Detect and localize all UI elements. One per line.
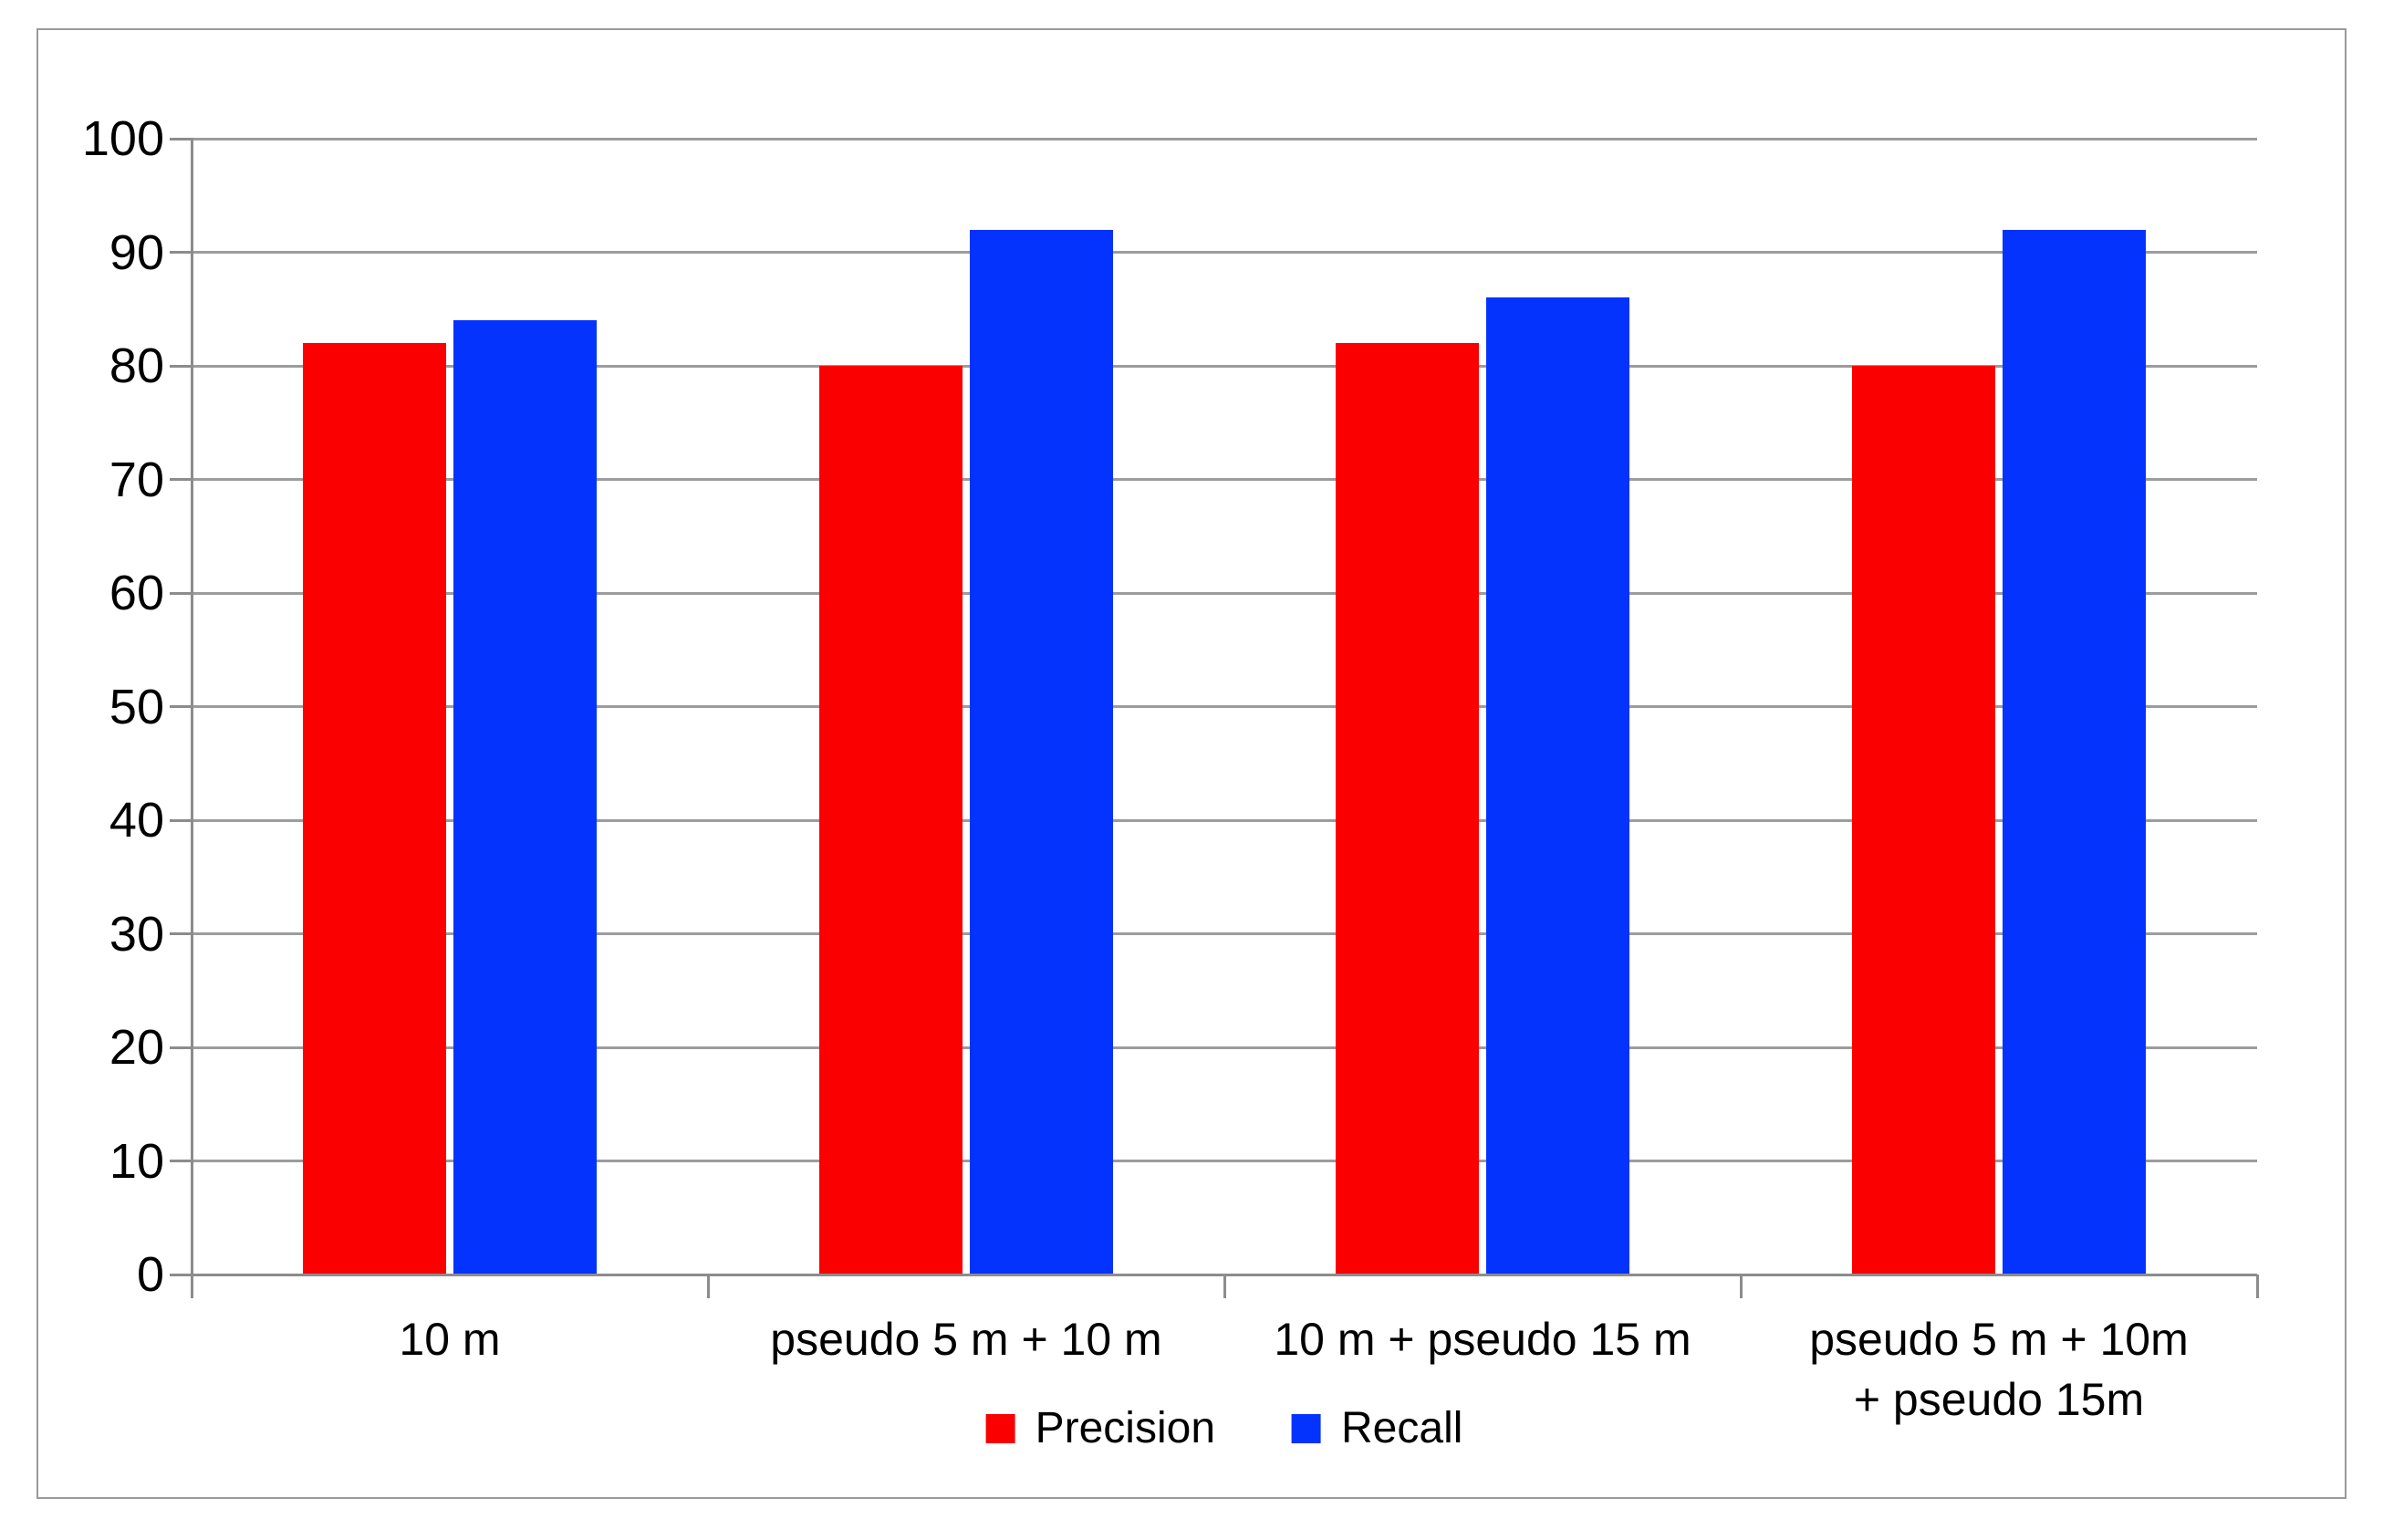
gridline-20 [192,1046,2257,1049]
x-axis-tick-0 [190,1275,193,1298]
gridline-10 [192,1160,2257,1162]
x-axis-line [192,1273,2257,1276]
bar-precision-4 [1852,366,1995,1275]
y-tick-label-0: 0 [136,1247,164,1302]
y-tick-label-20: 20 [109,1020,164,1075]
y-axis-tick-60 [170,591,193,595]
y-axis-tick-40 [170,818,193,822]
x-tick-label-2: pseudo 5 m + 10 m [770,1314,1162,1365]
y-tick-label-50: 50 [109,679,164,734]
bar-recall-4 [2003,229,2146,1275]
x-axis-tick-2 [1223,1275,1226,1298]
gridline-50 [192,705,2257,708]
x-axis-tick-3 [1739,1275,1743,1298]
x-axis-tick-4 [2255,1275,2259,1298]
y-tick-label-70: 70 [109,452,164,507]
precision-swatch-icon [985,1414,1015,1443]
x-tick-label-1: 10 m [399,1314,501,1365]
y-axis-tick-70 [170,478,193,481]
y-axis-tick-0 [170,1273,193,1276]
bar-recall-2 [970,229,1113,1275]
y-axis-tick-80 [170,364,193,368]
y-axis-tick-50 [170,705,193,708]
chart-frame-border [36,28,2347,1499]
gridline-60 [192,591,2257,595]
gridline-90 [192,251,2257,254]
bar-precision-2 [819,366,963,1275]
bar-precision-1 [303,343,446,1275]
gridline-80 [192,364,2257,368]
x-tick-label-3: 10 m + pseudo 15 m [1274,1314,1691,1365]
y-axis-tick-100 [170,137,193,140]
gridline-100 [192,137,2257,140]
y-axis-tick-10 [170,1160,193,1162]
gridline-30 [192,932,2257,935]
y-tick-label-80: 80 [109,338,164,393]
legend-label-precision: Precision [1035,1404,1216,1452]
y-tick-label-30: 30 [109,906,164,962]
y-axis-tick-90 [170,251,193,254]
gridline-70 [192,478,2257,481]
bar-precision-3 [1336,343,1479,1275]
y-tick-label-40: 40 [109,793,164,848]
y-tick-label-60: 60 [109,566,164,620]
recall-swatch-icon [1292,1414,1322,1443]
y-axis-tick-20 [170,1046,193,1049]
y-tick-label-10: 10 [109,1133,164,1189]
y-tick-label-90: 90 [109,224,164,280]
gridline-40 [192,818,2257,822]
legend-item-recall: Recall [1292,1407,1462,1451]
legend: Precision Recall [985,1404,1462,1452]
y-tick-label-100: 100 [81,111,164,166]
x-tick-label-4: pseudo 5 m + 10m + pseudo 15m [1809,1314,2189,1425]
bar-recall-3 [1486,297,1629,1275]
legend-item-precision: Precision [985,1404,1216,1452]
y-axis-line [190,139,193,1298]
x-axis-tick-1 [706,1275,710,1298]
legend-label-recall: Recall [1341,1404,1463,1452]
y-axis-tick-30 [170,932,193,935]
bar-recall-1 [453,320,597,1275]
